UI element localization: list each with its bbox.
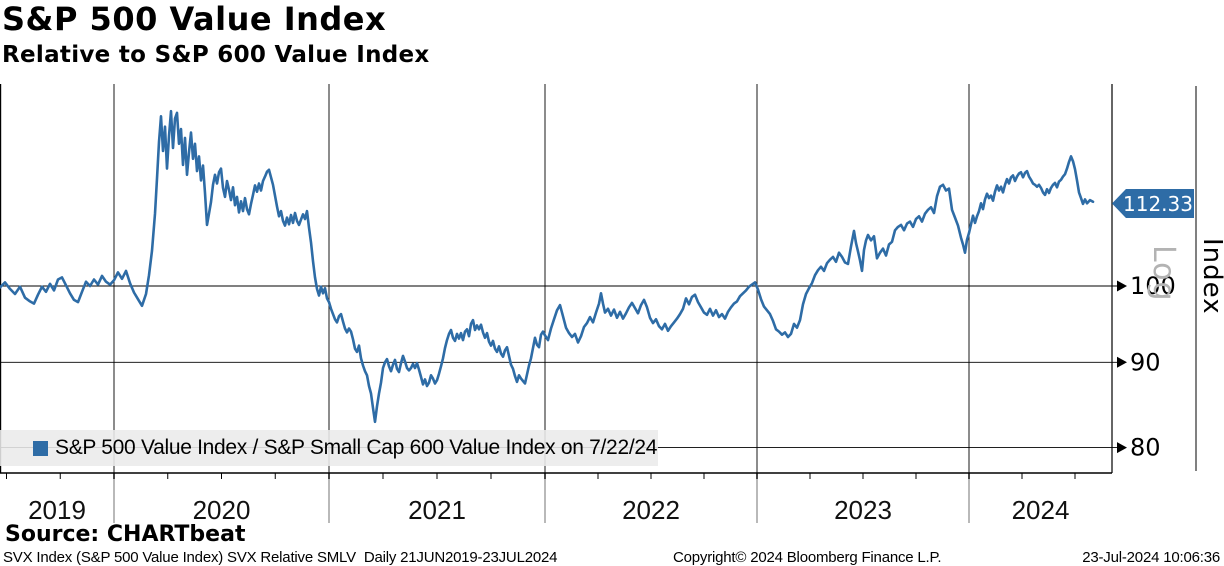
legend-series-label: S&P 500 Value Index / S&P Small Cap 600 … bbox=[55, 436, 658, 459]
svg-text:80: 80 bbox=[1130, 434, 1161, 462]
legend-series-swatch-icon bbox=[33, 440, 48, 456]
log-scale-label: Log bbox=[1146, 245, 1181, 302]
svg-text:90: 90 bbox=[1130, 348, 1161, 376]
svg-text:2022: 2022 bbox=[622, 495, 680, 525]
footer-timestamp: 23-Jul-2024 10:06:36 bbox=[1082, 549, 1220, 566]
source-line: Source: CHARTbeat bbox=[5, 522, 246, 547]
footer-copyright: Copyright© 2024 Bloomberg Finance L.P. bbox=[673, 549, 942, 566]
svg-text:2021: 2021 bbox=[408, 495, 466, 525]
svg-text:2024: 2024 bbox=[1012, 495, 1070, 525]
page-title: S&P 500 Value Index bbox=[2, 0, 387, 38]
legend: S&P 500 Value Index / S&P Small Cap 600 … bbox=[0, 430, 658, 466]
footer-security-info: SVX Index (S&P 500 Value Index) SVX Rela… bbox=[3, 549, 558, 566]
svg-text:100: 100 bbox=[1130, 272, 1176, 300]
page-subtitle: Relative to S&P 600 Value Index bbox=[2, 42, 430, 68]
svg-text:2019: 2019 bbox=[28, 495, 86, 525]
index-axis-label: Index bbox=[1197, 238, 1224, 315]
last-value-tag: 112.33 bbox=[1112, 189, 1194, 218]
svg-text:2020: 2020 bbox=[193, 495, 251, 525]
svg-text:2023: 2023 bbox=[834, 495, 892, 525]
